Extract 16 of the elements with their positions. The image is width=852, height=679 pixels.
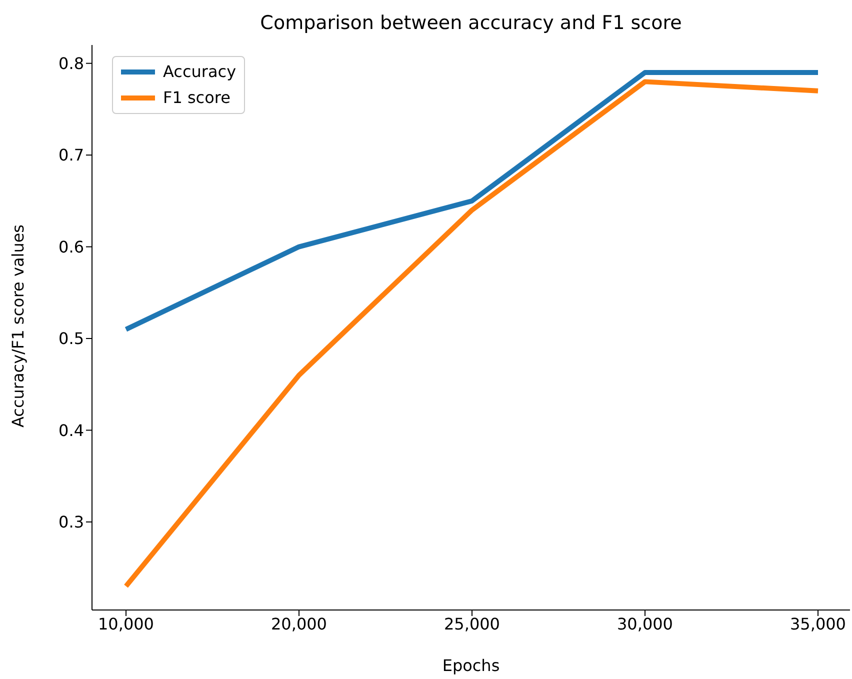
y-tick-label: 0.7 <box>58 146 84 165</box>
y-tick-label: 0.5 <box>58 329 84 348</box>
legend-label: F1 score <box>163 87 230 109</box>
x-tick-label: 35,000 <box>790 614 846 634</box>
chart-title: Comparison between accuracy and F1 score <box>259 12 683 34</box>
y-tick-label: 0.3 <box>58 512 84 532</box>
x-tick-label: 30,000 <box>617 614 673 634</box>
x-axis-title: Epochs <box>442 656 500 675</box>
y-tick-label: 0.8 <box>58 54 84 74</box>
y-axis-title: Accuracy/F1 score values <box>8 224 28 428</box>
y-tick-label: 0.6 <box>58 237 84 256</box>
y-tick-label: 0.4 <box>58 420 84 440</box>
x-tick-label: 10,000 <box>98 614 154 634</box>
x-tick-label: 25,000 <box>444 614 500 634</box>
legend-label: Accuracy <box>163 61 236 83</box>
x-tick-label: 20,000 <box>271 614 327 634</box>
